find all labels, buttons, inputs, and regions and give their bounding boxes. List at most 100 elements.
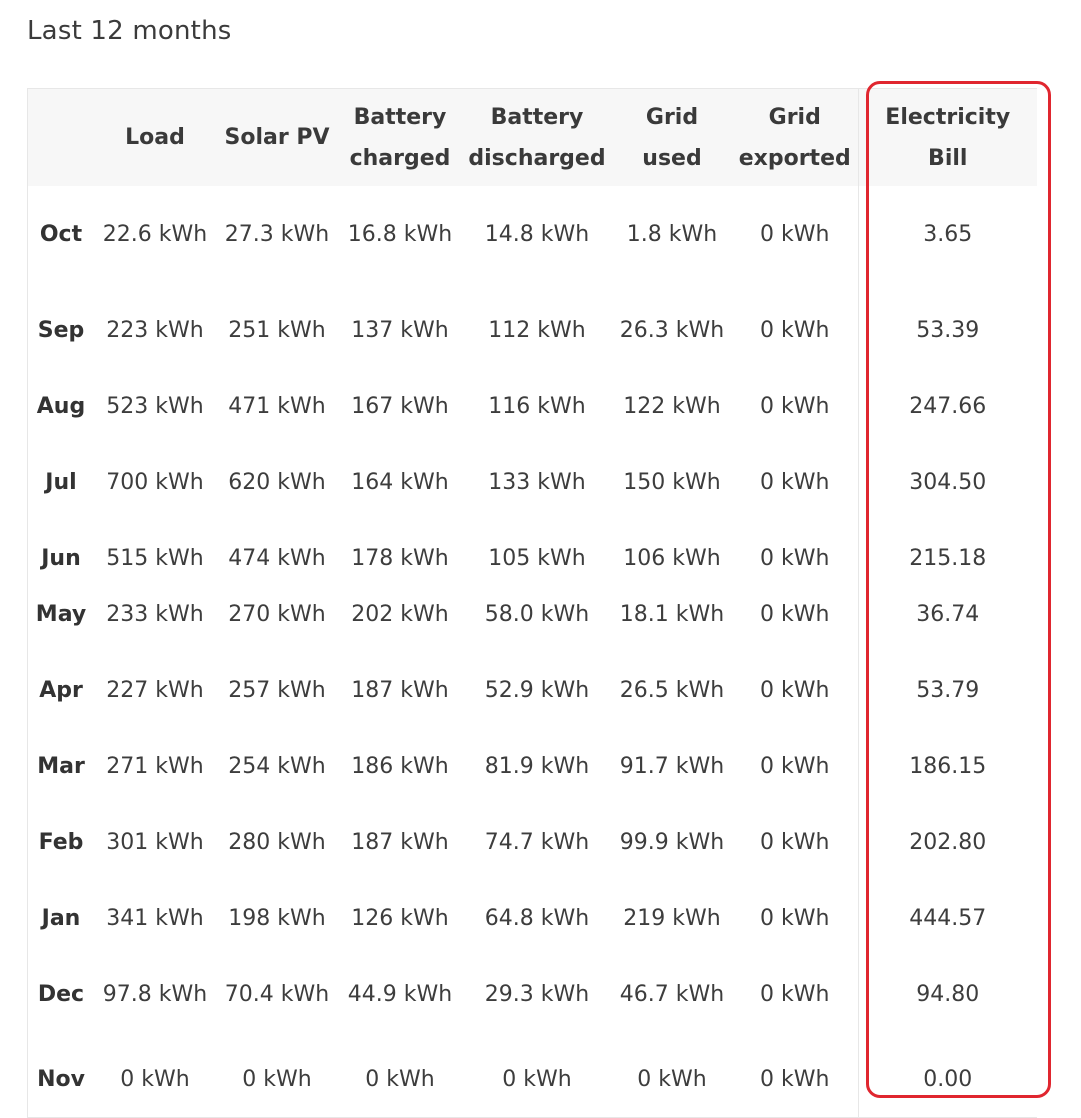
grid-used-cell: 106 kWh bbox=[623, 545, 721, 571]
month-cell: Aug bbox=[36, 393, 86, 419]
bill-cell: 202.80 bbox=[857, 794, 1037, 890]
solar-cell: 471 kWh bbox=[228, 393, 326, 419]
bill-cell: 53.39 bbox=[857, 282, 1037, 378]
energy-table-container: Load Solar PV Battery charged Battery di… bbox=[27, 88, 1037, 1118]
month-cell: May bbox=[35, 601, 87, 627]
battery-discharged-cell: 112 kWh bbox=[488, 317, 586, 343]
header-grid-exported: Grid exported bbox=[738, 104, 851, 171]
section-heading: Last 12 months bbox=[27, 16, 232, 46]
grid-exported-cell: 0 kWh bbox=[760, 981, 830, 1007]
grid-exported-cell: 0 kWh bbox=[760, 601, 830, 627]
battery-discharged-cell: 0 kWh bbox=[502, 1067, 572, 1092]
grid-used-cell: 91.7 kWh bbox=[619, 753, 725, 779]
table-row: Jan 341 kWh 198 kWh 126 kWh 64.8 kWh 219 kWh 0… bbox=[28, 890, 1037, 946]
load-cell: 223 kWh bbox=[106, 317, 204, 343]
table-row: Sep 223 kWh 251 kWh 137 kWh 112 kWh 26.3 kWh 0… bbox=[28, 282, 1037, 378]
bill-cell: 94.80 bbox=[857, 946, 1037, 1042]
bill-cell: 0.00 bbox=[857, 1042, 1037, 1117]
battery-charged-cell: 137 kWh bbox=[351, 317, 449, 343]
bill-cell: 36.74 bbox=[857, 586, 1037, 642]
table-row: Jul 700 kWh 620 kWh 164 kWh 133 kWh 150 kWh 0 … bbox=[28, 434, 1037, 530]
solar-cell: 70.4 kWh bbox=[224, 981, 330, 1007]
month-cell: Jan bbox=[41, 905, 81, 931]
grid-used-cell: 150 kWh bbox=[623, 469, 721, 495]
battery-charged-cell: 187 kWh bbox=[351, 829, 449, 855]
month-cell: Oct bbox=[39, 221, 83, 247]
battery-discharged-cell: 105 kWh bbox=[488, 545, 586, 571]
battery-discharged-cell: 52.9 kWh bbox=[484, 677, 590, 703]
solar-cell: 254 kWh bbox=[228, 753, 326, 779]
header-load: Load bbox=[125, 125, 185, 150]
load-cell: 515 kWh bbox=[106, 545, 204, 571]
grid-used-cell: 99.9 kWh bbox=[619, 829, 725, 855]
header-grid-used: Grid used bbox=[642, 104, 702, 171]
load-cell: 700 kWh bbox=[106, 469, 204, 495]
grid-used-cell: 46.7 kWh bbox=[619, 981, 725, 1007]
header-battery-charged: Battery charged bbox=[349, 104, 451, 171]
grid-exported-cell: 0 kWh bbox=[760, 905, 830, 931]
bill-cell: 304.50 bbox=[857, 434, 1037, 530]
grid-exported-cell: 0 kWh bbox=[760, 393, 830, 419]
battery-charged-cell: 44.9 kWh bbox=[347, 981, 453, 1007]
load-cell: 227 kWh bbox=[106, 677, 204, 703]
bill-cell: 247.66 bbox=[857, 378, 1037, 434]
grid-exported-cell: 0 kWh bbox=[760, 469, 830, 495]
battery-discharged-cell: 116 kWh bbox=[488, 393, 586, 419]
solar-cell: 620 kWh bbox=[228, 469, 326, 495]
grid-exported-cell: 0 kWh bbox=[760, 221, 830, 247]
load-cell: 0 kWh bbox=[120, 1067, 190, 1092]
battery-charged-cell: 202 kWh bbox=[351, 601, 449, 627]
solar-cell: 270 kWh bbox=[228, 601, 326, 627]
battery-charged-cell: 16.8 kWh bbox=[347, 221, 453, 247]
battery-discharged-cell: 29.3 kWh bbox=[484, 981, 590, 1007]
grid-used-cell: 122 kWh bbox=[623, 393, 721, 419]
table-row: Feb 301 kWh 280 kWh 187 kWh 74.7 kWh 99.9 kWh… bbox=[28, 794, 1037, 890]
grid-used-cell: 1.8 kWh bbox=[626, 221, 718, 247]
table-row: Apr 227 kWh 257 kWh 187 kWh 52.9 kWh 26.5 kWh… bbox=[28, 642, 1037, 738]
load-cell: 97.8 kWh bbox=[102, 981, 208, 1007]
header-battery-discharged: Battery discharged bbox=[468, 104, 606, 171]
grid-used-cell: 26.5 kWh bbox=[619, 677, 725, 703]
grid-used-cell: 18.1 kWh bbox=[619, 601, 725, 627]
month-cell: Feb bbox=[38, 829, 84, 855]
battery-charged-cell: 126 kWh bbox=[351, 905, 449, 931]
grid-exported-cell: 0 kWh bbox=[760, 829, 830, 855]
bill-cell: 444.57 bbox=[857, 890, 1037, 946]
battery-charged-cell: 178 kWh bbox=[351, 545, 449, 571]
solar-cell: 198 kWh bbox=[228, 905, 326, 931]
grid-exported-cell: 0 kWh bbox=[760, 1067, 830, 1092]
battery-discharged-cell: 14.8 kWh bbox=[484, 221, 590, 247]
table-header: Load Solar PV Battery charged Battery di… bbox=[28, 89, 1037, 186]
battery-charged-cell: 186 kWh bbox=[351, 753, 449, 779]
bill-cell: 186.15 bbox=[857, 738, 1037, 794]
battery-discharged-cell: 81.9 kWh bbox=[484, 753, 590, 779]
table-row: Oct 22.6 kWh 27.3 kWh 16.8 kWh 14.8 kWh 1.8 k… bbox=[28, 186, 1037, 282]
load-cell: 271 kWh bbox=[106, 753, 204, 779]
solar-cell: 251 kWh bbox=[228, 317, 326, 343]
battery-discharged-cell: 133 kWh bbox=[488, 469, 586, 495]
table-row: Nov 0 kWh 0 kWh 0 kWh 0 kWh 0 kWh 0 kWh 0.00 bbox=[28, 1042, 1037, 1117]
header-solar-pv: Solar PV bbox=[224, 125, 330, 150]
bill-cell: 53.79 bbox=[857, 642, 1037, 738]
solar-cell: 474 kWh bbox=[228, 545, 326, 571]
grid-exported-cell: 0 kWh bbox=[760, 545, 830, 571]
battery-discharged-cell: 64.8 kWh bbox=[484, 905, 590, 931]
load-cell: 341 kWh bbox=[106, 905, 204, 931]
month-cell: Jul bbox=[45, 469, 77, 495]
table-row: Jun 515 kWh 474 kWh 178 kWh 105 kWh 106 kWh 0 … bbox=[28, 530, 1037, 586]
table-row: Aug 523 kWh 471 kWh 167 kWh 116 kWh 122 kWh 0 … bbox=[28, 378, 1037, 434]
battery-charged-cell: 164 kWh bbox=[351, 469, 449, 495]
grid-exported-cell: 0 kWh bbox=[760, 677, 830, 703]
month-cell: Dec bbox=[37, 981, 85, 1007]
solar-cell: 280 kWh bbox=[228, 829, 326, 855]
energy-summary-table: Load Solar PV Battery charged Battery di… bbox=[28, 89, 1037, 1117]
table-row: May 233 kWh 270 kWh 202 kWh 58.0 kWh 18.1 kWh… bbox=[28, 586, 1037, 642]
grid-used-cell: 0 kWh bbox=[637, 1067, 707, 1092]
load-cell: 233 kWh bbox=[106, 601, 204, 627]
month-cell: Nov bbox=[37, 1067, 85, 1092]
month-cell: Apr bbox=[39, 677, 83, 703]
bill-cell: 215.18 bbox=[857, 530, 1037, 586]
battery-charged-cell: 187 kWh bbox=[351, 677, 449, 703]
month-cell: Sep bbox=[37, 317, 85, 343]
grid-exported-cell: 0 kWh bbox=[760, 753, 830, 779]
